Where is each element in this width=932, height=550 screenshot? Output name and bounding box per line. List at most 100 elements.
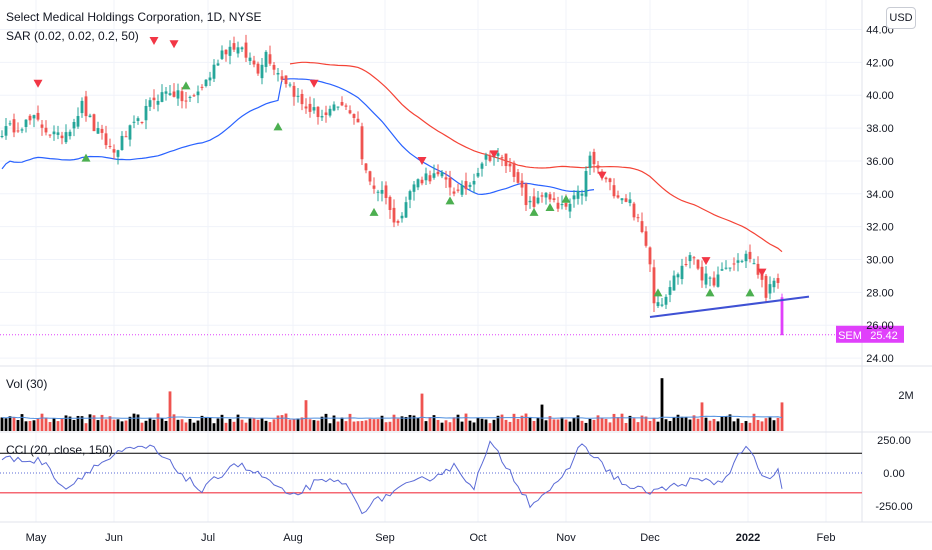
candle-body [364, 163, 368, 171]
volume-bar [668, 421, 672, 431]
volume-tick-label: 2M [898, 390, 913, 402]
volume-bar [256, 419, 260, 431]
volume-bar [164, 420, 168, 431]
candle-body [252, 60, 256, 65]
candle-body [384, 185, 388, 198]
volume-bar [304, 400, 308, 431]
candle-body [212, 64, 216, 79]
cci-indicator-label[interactable]: CCI (20, close, 150) [6, 443, 113, 457]
candle-body [368, 171, 372, 182]
candle-body [488, 155, 492, 161]
volume-bar [12, 417, 16, 431]
volume-bar [120, 421, 124, 431]
candle-body [612, 185, 616, 197]
candle-body [712, 277, 716, 286]
candle-body [736, 260, 740, 263]
sar-up-marker [445, 196, 455, 205]
volume-bar [284, 413, 288, 431]
sar-up-marker [545, 202, 555, 211]
candle-body [620, 198, 624, 201]
candle-body [92, 114, 96, 132]
sar-up-marker [745, 288, 755, 297]
volume-bar [764, 418, 768, 431]
volume-bar [748, 422, 752, 431]
candle-body [172, 91, 176, 97]
currency-button[interactable]: USD [886, 7, 916, 29]
candle-body [472, 180, 476, 185]
volume-bar [456, 414, 460, 431]
volume-bar [192, 422, 196, 431]
moving-average-line-red [289, 61, 783, 253]
candle-body [104, 133, 108, 146]
volume-bar [760, 421, 764, 431]
volume-bar [596, 415, 600, 431]
volume-bar [208, 417, 212, 431]
volume-bar [364, 420, 368, 431]
volume-bar [76, 415, 80, 431]
time-tick-label: Sep [375, 532, 395, 544]
candle-body [552, 198, 556, 200]
candle-body [320, 116, 324, 118]
volume-bar [560, 417, 564, 431]
candle-body [396, 221, 400, 223]
price-tick-label: 40.00 [866, 90, 894, 102]
volume-bar [696, 418, 700, 431]
volume-bar [152, 419, 156, 431]
volume-bar [440, 422, 444, 431]
volume-bar [648, 420, 652, 431]
candle-body [52, 131, 56, 135]
price-tick-label: 28.00 [866, 287, 894, 299]
candle-body [524, 183, 528, 206]
candle-body [288, 84, 292, 86]
candle-body [64, 132, 68, 143]
candle-body [136, 118, 140, 121]
volume-bar [368, 418, 372, 431]
candle-body [236, 47, 240, 54]
volume-bar [268, 422, 272, 431]
sar-up-marker [561, 194, 571, 203]
volume-bar [128, 416, 132, 431]
candle-body [108, 145, 112, 147]
volume-indicator-label[interactable]: Vol (30) [6, 377, 48, 391]
volume-bar [624, 422, 628, 431]
sar-up-marker [181, 81, 191, 90]
candle-body [296, 95, 300, 97]
candle-body [780, 297, 784, 336]
candle-body [0, 136, 4, 138]
candle-body [120, 135, 124, 150]
volume-bar [556, 419, 560, 431]
candle-body [636, 217, 640, 219]
volume-bar [656, 421, 660, 431]
candle-body [272, 64, 276, 70]
candle-body [84, 96, 88, 117]
volume-bar [0, 417, 4, 431]
candle-body [704, 273, 708, 285]
moving-average-line-blue [1, 78, 595, 196]
volume-bar [84, 423, 88, 431]
candle-body [280, 76, 284, 80]
volume-bar [244, 422, 248, 431]
volume-bar [480, 418, 484, 431]
candle-body [304, 106, 308, 109]
volume-bar [292, 418, 296, 431]
candle-body [112, 149, 116, 153]
volume-bar [376, 419, 380, 431]
candle-body [16, 130, 20, 132]
cci-line [1, 440, 783, 515]
volume-bar [324, 413, 328, 431]
volume-bar [776, 417, 780, 431]
volume-bar [592, 419, 596, 431]
volume-bar [236, 414, 240, 431]
candle-body [724, 267, 728, 269]
volume-bar [404, 416, 408, 431]
candle-body [516, 172, 520, 183]
candle-body [592, 151, 596, 165]
sar-indicator-label[interactable]: SAR (0.02, 0.02, 0.2, 50) [6, 29, 139, 43]
volume-bar [500, 414, 504, 431]
candle-body [200, 86, 204, 88]
candle-body [680, 265, 684, 280]
candle-body [156, 100, 160, 105]
candle-body [424, 173, 428, 181]
time-tick-label: Dec [640, 532, 660, 544]
